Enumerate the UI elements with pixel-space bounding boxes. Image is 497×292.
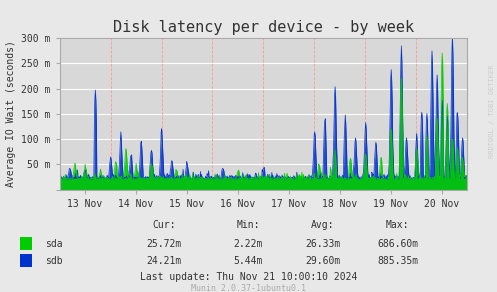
Text: Min:: Min: — [237, 220, 260, 230]
Text: 885.35m: 885.35m — [377, 256, 418, 266]
Text: 5.44m: 5.44m — [234, 256, 263, 266]
Text: Last update: Thu Nov 21 10:00:10 2024: Last update: Thu Nov 21 10:00:10 2024 — [140, 272, 357, 282]
Text: 686.60m: 686.60m — [377, 239, 418, 249]
Title: Disk latency per device - by week: Disk latency per device - by week — [113, 20, 414, 35]
Text: 24.21m: 24.21m — [147, 256, 181, 266]
Text: sda: sda — [45, 239, 62, 249]
Text: RRDTOOL / TOBI OETIKER: RRDTOOL / TOBI OETIKER — [489, 64, 495, 158]
Text: Avg:: Avg: — [311, 220, 335, 230]
Text: Cur:: Cur: — [152, 220, 176, 230]
Text: sdb: sdb — [45, 256, 62, 266]
Text: 2.22m: 2.22m — [234, 239, 263, 249]
Text: Munin 2.0.37-1ubuntu0.1: Munin 2.0.37-1ubuntu0.1 — [191, 284, 306, 292]
Y-axis label: Average IO Wait (seconds): Average IO Wait (seconds) — [5, 41, 16, 187]
Text: 25.72m: 25.72m — [147, 239, 181, 249]
Text: 29.60m: 29.60m — [306, 256, 340, 266]
Text: 26.33m: 26.33m — [306, 239, 340, 249]
Text: Max:: Max: — [386, 220, 410, 230]
